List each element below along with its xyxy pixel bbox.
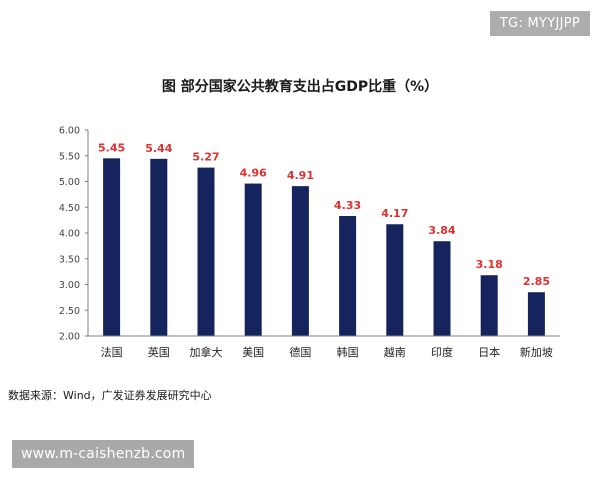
bar-value-label: 3.84 [428,224,455,237]
y-tick-label: 2.00 [59,332,80,343]
bar [386,224,404,336]
bar-value-label: 4.33 [334,199,361,212]
bar [103,158,121,336]
x-category-label: 韩国 [337,345,359,359]
bar [339,216,357,336]
bar [527,292,545,336]
bar-value-label: 4.17 [381,207,408,220]
y-tick-label: 5.00 [59,177,80,188]
x-category-label: 德国 [289,345,311,359]
x-category-label: 加拿大 [190,345,223,359]
x-category-label: 日本 [478,345,500,359]
bar [150,158,168,336]
watermark-top: TG: MYYJJPP [489,11,590,36]
y-tick-label: 4.00 [59,229,80,240]
x-category-label: 英国 [148,345,170,359]
bar [433,241,451,336]
y-tick-label: 3.50 [59,254,80,265]
chart-title: 图 部分国家公共教育支出占GDP比重（%） [161,79,439,95]
bar-value-label: 5.44 [145,142,172,155]
bar-value-label: 2.85 [523,275,550,288]
x-category-label: 新加坡 [520,345,553,359]
source-note: 数据来源：Wind，广发证券发展研究中心 [8,389,212,402]
x-category-label: 美国 [242,346,264,359]
bar-value-label: 5.45 [98,141,125,154]
bar [480,275,498,336]
x-category-label: 越南 [384,345,406,359]
watermark-bottom: www.m-caishenzb.com [12,440,195,468]
x-category-label: 法国 [101,345,123,359]
y-tick-label: 2.50 [59,306,80,317]
bar [291,186,309,336]
y-tick-label: 5.50 [59,151,80,162]
y-tick-label: 3.00 [59,280,80,291]
bar-value-label: 3.18 [476,258,503,271]
bar-value-label: 5.27 [192,151,219,164]
bar [244,183,262,336]
y-tick-label: 4.50 [59,203,80,214]
bar-value-label: 4.96 [240,167,267,180]
bar-value-label: 4.91 [287,169,314,182]
x-category-label: 印度 [431,345,453,359]
bar [197,167,215,336]
y-tick-label: 6.00 [59,126,80,137]
